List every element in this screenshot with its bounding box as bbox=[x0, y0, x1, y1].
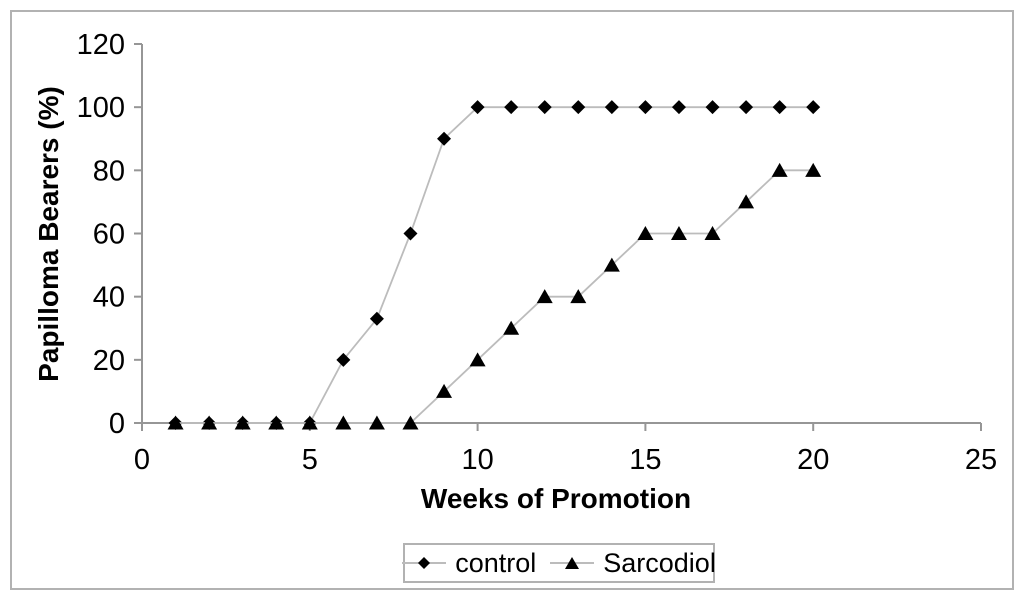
Sarcodiol-data-point-marker bbox=[234, 415, 251, 430]
control-data-point-marker bbox=[369, 311, 384, 326]
legend-label-control: control bbox=[455, 547, 537, 578]
x-tick-label: 15 bbox=[629, 444, 661, 476]
y-axis-title: Papilloma Bearers (%) bbox=[33, 86, 64, 382]
x-axis-title: Weeks of Promotion bbox=[420, 483, 692, 514]
control-data-point-marker bbox=[772, 100, 787, 115]
control-data-point-marker bbox=[470, 100, 485, 115]
y-tick-label: 60 bbox=[93, 219, 125, 251]
x-tick-label: 20 bbox=[797, 444, 829, 476]
Sarcodiol-data-point-marker bbox=[603, 257, 620, 272]
legend: control Sarcodiol bbox=[402, 543, 716, 583]
Sarcodiol-data-point-marker bbox=[469, 352, 486, 367]
Sarcodiol-data-point-marker bbox=[436, 383, 453, 398]
y-tick-label: 20 bbox=[93, 345, 125, 377]
Sarcodiol-data-point-marker bbox=[301, 415, 318, 430]
Sarcodiol-data-point-marker bbox=[704, 226, 721, 240]
x-tick-label: 25 bbox=[965, 444, 997, 476]
control-data-point-marker bbox=[403, 226, 418, 241]
control-data-point-marker bbox=[806, 100, 821, 115]
control-data-point-marker bbox=[739, 100, 754, 115]
Sarcodiol-data-point-marker bbox=[637, 226, 654, 240]
Sarcodiol-data-point-marker bbox=[402, 415, 419, 430]
y-tick-label: 100 bbox=[77, 92, 125, 124]
Sarcodiol-data-point-marker bbox=[536, 289, 553, 304]
legend-item-control: control bbox=[402, 548, 536, 579]
diamond-marker-icon bbox=[402, 557, 447, 569]
Sarcodiol-data-point-marker bbox=[368, 415, 385, 430]
x-tick-label: 10 bbox=[461, 444, 493, 476]
Sarcodiol-data-point-marker bbox=[670, 226, 687, 240]
legend-item-sarcodiol: Sarcodiol bbox=[550, 548, 716, 579]
y-tick-label: 80 bbox=[93, 155, 125, 187]
x-tick-label: 5 bbox=[302, 444, 318, 476]
control-data-point-marker bbox=[537, 100, 552, 115]
control-data-point-marker bbox=[504, 100, 519, 115]
control-data-point-marker bbox=[638, 100, 653, 115]
y-tick-label: 0 bbox=[109, 408, 125, 440]
Sarcodiol-data-point-marker bbox=[503, 320, 520, 335]
y-tick-label: 120 bbox=[77, 29, 125, 61]
Sarcodiol-data-point-marker bbox=[805, 162, 822, 177]
control-data-point-marker bbox=[437, 131, 452, 146]
Sarcodiol-series-line bbox=[175, 169, 814, 424]
Sarcodiol-data-point-marker bbox=[335, 415, 352, 430]
triangle-marker-icon bbox=[550, 557, 595, 569]
control-data-point-marker bbox=[705, 100, 720, 115]
control-data-point-marker bbox=[571, 100, 586, 115]
legend-label-sarcodiol: Sarcodiol bbox=[603, 547, 716, 578]
Sarcodiol-data-point-marker bbox=[738, 194, 755, 209]
Sarcodiol-data-point-marker bbox=[570, 289, 587, 304]
Sarcodiol-data-point-marker bbox=[201, 415, 218, 430]
Sarcodiol-data-point-marker bbox=[167, 415, 184, 430]
Sarcodiol-data-point-marker bbox=[771, 162, 788, 177]
control-data-point-marker bbox=[336, 352, 351, 367]
control-data-point-marker bbox=[604, 100, 619, 115]
Sarcodiol-data-point-marker bbox=[268, 415, 285, 430]
control-data-point-marker bbox=[671, 100, 686, 115]
y-tick-label: 40 bbox=[93, 282, 125, 314]
control-series-line bbox=[175, 106, 814, 424]
x-tick-label: 0 bbox=[134, 444, 150, 476]
